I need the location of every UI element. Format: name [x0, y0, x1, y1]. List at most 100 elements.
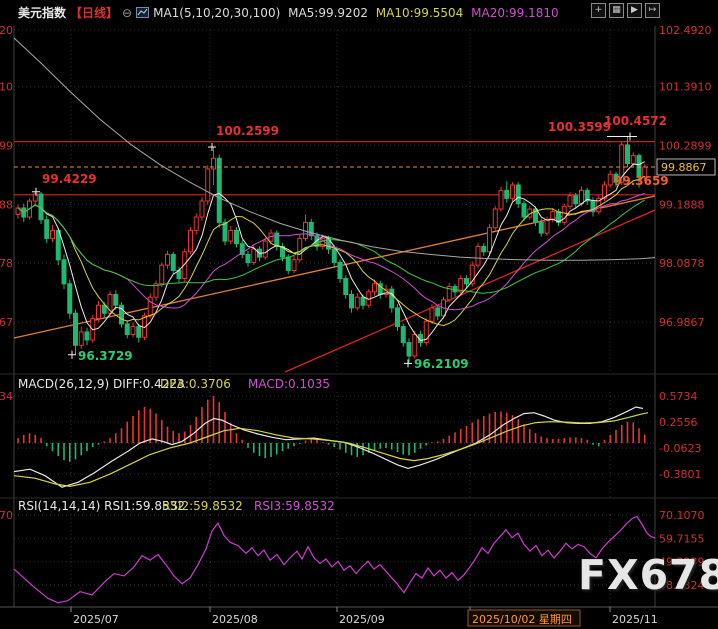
chart-header: 美元指数 【日线】 ⊖ MA1(5,10,20,30,100) MA5:99.9202… — [18, 4, 563, 22]
candle-body — [619, 144, 625, 183]
candle-body — [625, 144, 630, 165]
rsi-axis-label-clipped: 70 — [0, 509, 13, 522]
candle-body — [337, 261, 343, 279]
rsi-axis-label: 70.1070 — [659, 509, 705, 522]
candle-body — [84, 331, 90, 341]
main-axis-label-clipped: 88 — [0, 198, 13, 211]
candle-body — [613, 173, 619, 183]
candle-body — [354, 296, 360, 309]
ma10-line — [17, 175, 646, 327]
candle-body — [211, 157, 216, 170]
candle-body — [412, 334, 418, 357]
candle-body — [458, 277, 464, 293]
macd-axis-label: 0.2556 — [659, 416, 698, 429]
candle-body — [245, 253, 251, 263]
price-annotation: 100.4572 — [604, 114, 667, 128]
candle-body — [73, 312, 78, 346]
candle-body — [44, 219, 50, 239]
rsi-axis-label: 59.7155 — [659, 532, 705, 545]
candle-body — [32, 193, 38, 202]
macd-value-label: MACD:0.1035 — [248, 377, 330, 391]
candle-body — [533, 208, 538, 223]
candle-body — [280, 245, 285, 258]
candle-body — [136, 326, 142, 338]
candle-body — [234, 229, 239, 245]
date-label: 2025/08 — [212, 613, 258, 626]
rsi-line — [13, 515, 656, 604]
candle-body — [119, 304, 124, 325]
pan-tool-icon[interactable]: + — [591, 3, 606, 18]
price-annotation: 96.2109 — [414, 357, 469, 371]
selected-date-label: 2025/10/02 星期四 — [472, 613, 572, 626]
candle-body — [584, 189, 590, 202]
main-axis-label: 101.3910 — [659, 81, 712, 94]
main-axis-label: 98.0878 — [659, 257, 705, 270]
candle-body — [464, 277, 469, 285]
candle-body — [372, 283, 377, 293]
main-axis-label: 102.4920 — [659, 24, 712, 37]
candle-body — [573, 195, 579, 205]
candle-body — [308, 221, 314, 237]
candle-body — [475, 245, 481, 266]
candle-body — [561, 205, 567, 223]
price-annotation: 100.3599 — [548, 120, 611, 134]
macd-dea-line — [13, 412, 649, 488]
rsi3-label: RSI3:59.8532 — [254, 499, 335, 513]
macd-axis-label: 0.5734 — [659, 390, 698, 403]
candle-body — [291, 259, 297, 271]
main-axis-label-clipped: 99 — [0, 139, 13, 152]
candle-body — [78, 331, 84, 346]
candle-body — [423, 320, 429, 344]
collapse-icon[interactable]: ⊖ — [122, 6, 133, 20]
instrument-title: 美元指数 — [18, 6, 67, 20]
candle-body — [228, 229, 234, 242]
candle-body — [510, 184, 515, 199]
candle-body — [67, 283, 73, 314]
candle-body — [389, 288, 395, 309]
macd-axis-label: -0.3801 — [659, 468, 701, 481]
candle-body — [262, 240, 268, 258]
ma20-line — [17, 192, 645, 311]
main-axis-label: 96.9867 — [659, 316, 705, 329]
candle-body — [636, 155, 642, 178]
candle-body — [487, 227, 492, 253]
candle-body — [153, 283, 159, 298]
candle-body — [435, 307, 441, 317]
candle-body — [193, 216, 199, 231]
candle-body — [498, 189, 504, 210]
rsi-axis-label: 38.9324 — [659, 579, 705, 592]
price-annotation: 100.2599 — [216, 124, 279, 138]
ma20-value: MA20:99.1810 — [471, 6, 559, 20]
rsi2-label: RSI2:59.8532 — [162, 499, 243, 513]
candle-body — [159, 264, 165, 285]
candle-body — [492, 208, 498, 229]
candle-body — [452, 286, 458, 293]
play-chart-icon[interactable]: ▶ — [627, 3, 642, 18]
candle-body — [550, 211, 556, 221]
candle-body — [188, 229, 193, 253]
indicator-window-icon[interactable]: ▦ — [609, 3, 624, 18]
candle-body — [349, 294, 354, 309]
main-axis-label-clipped: 10 — [0, 81, 13, 94]
chart-toolbar: + ▦ ▶ ↦ — [591, 3, 660, 18]
candle-body — [199, 200, 205, 218]
candle-body — [274, 232, 280, 247]
candle-body — [170, 253, 176, 271]
candle-body — [521, 203, 527, 218]
candle-body — [205, 168, 211, 202]
candle-body — [343, 277, 349, 296]
candle-body — [331, 248, 337, 263]
main-axis-label-clipped: 20 — [0, 24, 13, 37]
candle-body — [50, 229, 55, 239]
candle-body — [395, 307, 400, 328]
candle-body — [107, 294, 113, 314]
fx678-watermark: FX678 — [578, 551, 718, 599]
candle-body — [55, 229, 61, 261]
candle-body — [61, 259, 67, 285]
candle-body — [538, 221, 544, 234]
exit-right-icon[interactable]: ↦ — [645, 3, 660, 18]
candle-body — [406, 342, 412, 357]
candle-body — [124, 323, 130, 336]
